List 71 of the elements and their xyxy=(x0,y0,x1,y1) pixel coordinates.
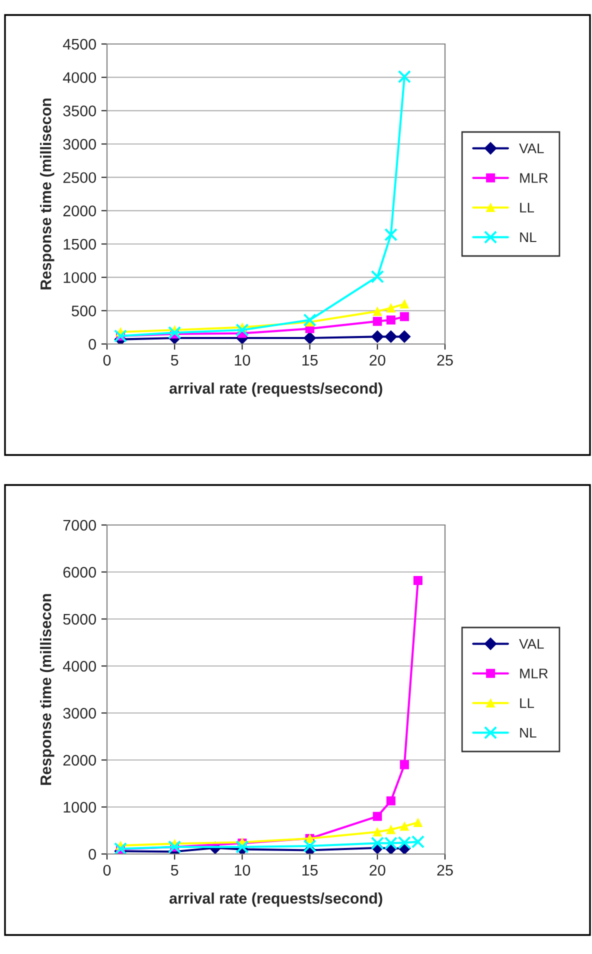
y-tick-label: 4000 xyxy=(62,660,96,672)
y-tick-label: 2000 xyxy=(63,206,96,216)
x-tick-label: 25 xyxy=(437,354,453,366)
point xyxy=(168,840,182,854)
x-axis-title: arrival rate (requests/second) xyxy=(169,892,382,907)
y-tick-label: 4000 xyxy=(62,72,96,84)
x-tick-label: 10 xyxy=(234,354,250,366)
legend-label: LL xyxy=(520,698,534,708)
point xyxy=(386,303,396,313)
x-tick-label: 15 xyxy=(302,864,318,876)
legend-label: MLR xyxy=(520,668,548,678)
legend-label: NL xyxy=(520,728,536,738)
y-axis-title: Response time (millisecon xyxy=(40,594,54,785)
legend-label: MLR xyxy=(520,173,548,183)
y-tick-label: 0 xyxy=(88,848,96,860)
point xyxy=(386,796,396,806)
x-tick-label: 0 xyxy=(103,864,111,876)
point xyxy=(114,329,128,343)
y-tick-label: 3500 xyxy=(63,106,96,116)
x-tick-label: 5 xyxy=(170,864,178,876)
point xyxy=(398,70,412,84)
point xyxy=(413,576,422,585)
point xyxy=(372,316,382,326)
x-tick-label: 20 xyxy=(370,354,386,366)
point xyxy=(384,228,398,242)
point xyxy=(371,330,384,343)
point xyxy=(400,299,409,309)
y-tick-label: 6000 xyxy=(63,566,96,578)
y-tick-label: 0 xyxy=(88,338,96,350)
y-tick-label: 3000 xyxy=(63,708,96,719)
y-tick-label: 1000 xyxy=(64,802,96,813)
legend-label: NL xyxy=(520,232,536,242)
point xyxy=(398,330,411,343)
point xyxy=(236,840,249,854)
y-tick-label: 1000 xyxy=(64,272,96,284)
point xyxy=(400,822,409,831)
y-tick-label: 3000 xyxy=(63,138,96,150)
point xyxy=(372,812,382,821)
point xyxy=(303,839,316,853)
legend-label: VAL xyxy=(519,144,544,154)
point xyxy=(386,825,396,834)
point xyxy=(384,330,398,343)
point xyxy=(400,760,409,770)
point xyxy=(168,326,182,340)
y-tick-label: 500 xyxy=(72,306,96,316)
point xyxy=(413,818,422,828)
point xyxy=(304,332,316,344)
point xyxy=(370,270,384,284)
x-tick-label: 10 xyxy=(234,864,250,876)
y-tick-label: 1500 xyxy=(64,238,96,250)
legend-label: LL xyxy=(520,202,534,212)
point xyxy=(386,315,396,325)
y-tick-label: 4500 xyxy=(62,38,96,50)
x-tick-label: 15 xyxy=(302,354,318,366)
point xyxy=(400,312,409,322)
point xyxy=(236,323,249,337)
legend-label: VAL xyxy=(519,639,544,649)
y-tick-label: 2500 xyxy=(63,172,96,184)
point xyxy=(372,306,382,316)
y-axis-title: Response time (millisecon xyxy=(40,98,54,290)
point xyxy=(114,842,128,854)
x-tick-label: 0 xyxy=(103,354,111,366)
y-tick-label: 7000 xyxy=(63,520,96,531)
point xyxy=(372,827,382,836)
x-tick-label: 20 xyxy=(370,864,386,876)
y-tick-label: 2000 xyxy=(63,754,96,766)
x-tick-label: 25 xyxy=(437,864,453,876)
y-tick-label: 5000 xyxy=(63,614,96,625)
x-tick-label: 5 xyxy=(170,354,178,366)
point xyxy=(303,313,316,327)
x-axis-title: arrival rate (requests/second) xyxy=(169,382,382,397)
